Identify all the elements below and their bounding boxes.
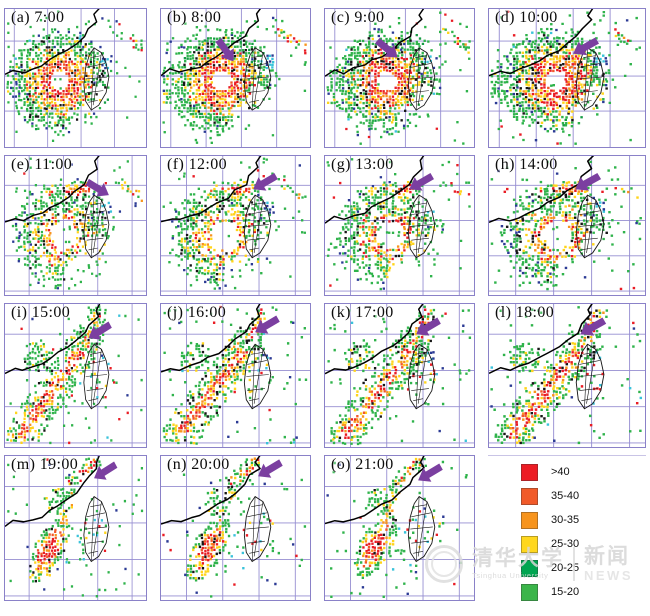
- radar-image-e: [5, 156, 146, 295]
- legend-item: >40: [521, 464, 579, 481]
- radar-image-l: [489, 304, 645, 447]
- radar-panel-g: (g) 13:00: [324, 155, 475, 296]
- annotation-arrow-g: [409, 173, 434, 191]
- legend-range-label: 25-30: [551, 538, 580, 550]
- panel-time-label-m: (m) 19:00: [11, 456, 79, 473]
- radar-panel-l: (l) 18:00: [488, 303, 646, 448]
- panel-time-label-l: (l) 18:00: [495, 304, 555, 321]
- radar-image-f: [161, 156, 310, 295]
- radar-image-i: [5, 304, 146, 447]
- radar-panel-e: (e) 11:00: [4, 155, 147, 296]
- annotation-arrow-m: [94, 461, 118, 480]
- legend-item: 35-40: [521, 488, 579, 505]
- legend-swatch: [521, 584, 538, 601]
- annotation-arrow-i: [88, 321, 112, 340]
- annotation-arrow-j: [255, 315, 280, 334]
- radar-panel-j: (j) 16:00: [160, 303, 311, 448]
- annotation-arrow-d: [573, 37, 600, 56]
- radar-panel-f: (f) 12:00: [160, 155, 311, 296]
- legend-range-label: 35-40: [551, 490, 580, 502]
- radar-panel-a: (a) 7:00: [4, 8, 147, 148]
- annotation-arrow-f: [253, 173, 278, 191]
- radar-panel-c: (c) 9:00: [324, 8, 475, 148]
- radar-image-g: [325, 156, 474, 295]
- annotation-arrow-h: [575, 173, 602, 191]
- legend-range-label: 20-25: [551, 562, 580, 574]
- radar-panel-k: (k) 17:00: [324, 303, 475, 448]
- legend-item: 25-30: [521, 536, 579, 553]
- legend-range-label: 30-35: [551, 514, 580, 526]
- panel-time-label-g: (g) 13:00: [331, 156, 394, 173]
- annotation-arrow-l: [580, 317, 607, 336]
- legend-swatch: [521, 512, 538, 529]
- radar-panel-n: (n) 20:00: [160, 455, 311, 601]
- annotation-arrow-o: [418, 463, 443, 482]
- radar-image-m: [5, 456, 146, 600]
- panel-time-label-h: (h) 14:00: [495, 156, 558, 173]
- legend-swatch: [521, 536, 538, 553]
- radar-panel-d: (d) 10:00: [488, 8, 646, 148]
- panel-time-label-d: (d) 10:00: [495, 9, 558, 26]
- annotation-arrow-n: [258, 459, 283, 478]
- radar-image-d: [489, 9, 645, 147]
- annotation-arrow-b: [215, 37, 234, 62]
- annotation-arrow-e: [85, 178, 109, 197]
- panel-grid: (a) 7:00 (b) 8:00 (c) 9:00 (d) 10:00 (e) 11:…: [4, 8, 646, 601]
- legend-range-label: >40: [551, 466, 570, 478]
- panel-time-label-c: (c) 9:00: [331, 9, 385, 26]
- radar-panel-i: (i) 15:00: [4, 303, 147, 448]
- radar-panel-b: (b) 8:00: [160, 8, 311, 148]
- legend-swatch: [521, 488, 538, 505]
- panel-time-label-i: (i) 15:00: [11, 304, 71, 321]
- panel-time-label-n: (n) 20:00: [167, 456, 230, 473]
- legend-swatch: [521, 464, 538, 481]
- annotation-arrow-k: [416, 317, 441, 336]
- annotation-arrow-c: [374, 38, 398, 58]
- legend-item: 15-20: [521, 584, 579, 601]
- radar-panel-h: (h) 14:00: [488, 155, 646, 296]
- legend-item: 20-25: [521, 560, 579, 577]
- panel-time-label-j: (j) 16:00: [167, 304, 227, 321]
- panel-time-label-o: (o) 21:00: [331, 456, 394, 473]
- reflectivity-legend: >40 35-40 30-35 25-30 20-25 15-20: [488, 455, 646, 601]
- radar-image-b: [161, 9, 310, 147]
- radar-panel-o: (o) 21:00: [324, 455, 475, 601]
- radar-image-h: [489, 156, 645, 295]
- radar-image-n: [161, 456, 310, 600]
- radar-image-j: [161, 304, 310, 447]
- panel-time-label-e: (e) 11:00: [11, 156, 73, 173]
- legend-swatch: [521, 560, 538, 577]
- panel-time-label-b: (b) 8:00: [167, 9, 222, 26]
- panel-time-label-a: (a) 7:00: [11, 9, 65, 26]
- legend-items: >40 35-40 30-35 25-30 20-25 15-20: [521, 464, 579, 601]
- panel-time-label-k: (k) 17:00: [331, 304, 394, 321]
- radar-panel-m: (m) 19:00: [4, 455, 147, 601]
- radar-image-k: [325, 304, 474, 447]
- panel-time-label-f: (f) 12:00: [167, 156, 228, 173]
- legend-range-label: 15-20: [551, 586, 580, 598]
- radar-image-c: [325, 9, 474, 147]
- radar-image-a: [5, 9, 146, 147]
- radar-image-o: [325, 456, 474, 600]
- legend-item: 30-35: [521, 512, 579, 529]
